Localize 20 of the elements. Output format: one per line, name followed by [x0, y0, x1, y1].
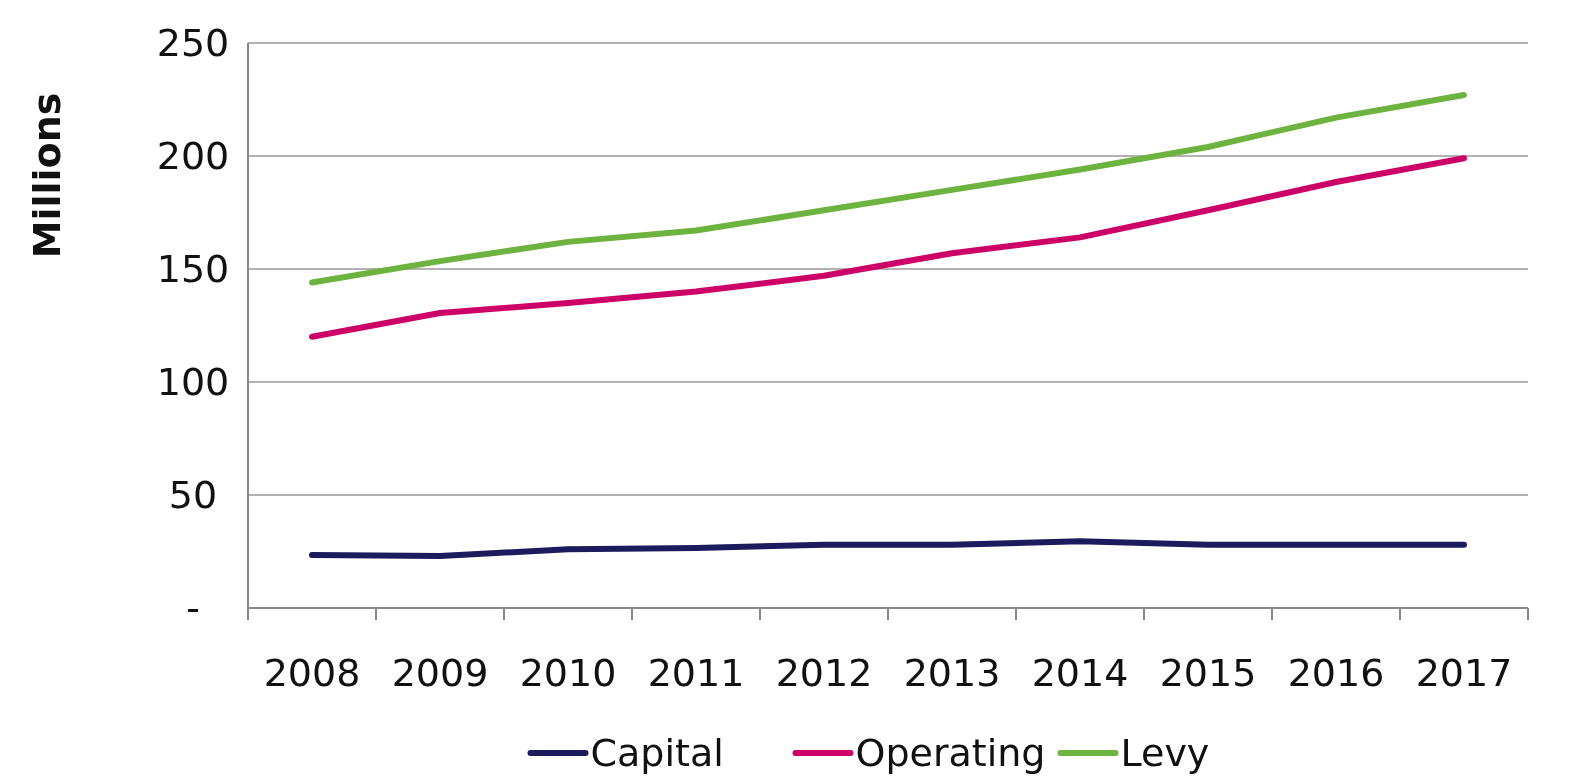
x-tick-label: 2016 [1287, 651, 1385, 695]
x-tick-label: 2015 [1159, 651, 1257, 695]
x-tick-label: 2012 [775, 651, 873, 695]
y-tick-label: 100 [156, 360, 230, 405]
y-tick-label: 200 [156, 134, 230, 179]
x-tick-label: 2008 [263, 651, 361, 695]
y-tick-label: 150 [156, 247, 230, 292]
legend-label: Operating [855, 731, 1046, 776]
y-tick-label: 50 [168, 473, 218, 518]
x-tick-label: 2013 [903, 651, 1001, 695]
legend-label: Levy [1120, 731, 1210, 776]
x-tick-label: 2010 [519, 651, 617, 695]
y-tick-label: 250 [156, 21, 230, 66]
x-tick-label: 2014 [1031, 651, 1129, 695]
legend-label: Capital [590, 731, 724, 776]
y-axis-title: Millions [25, 92, 69, 259]
x-tick-label: 2017 [1415, 651, 1513, 695]
x-tick-label: 2011 [647, 651, 745, 695]
y-tick-label: - [186, 586, 200, 631]
x-tick-label: 2009 [391, 651, 489, 695]
